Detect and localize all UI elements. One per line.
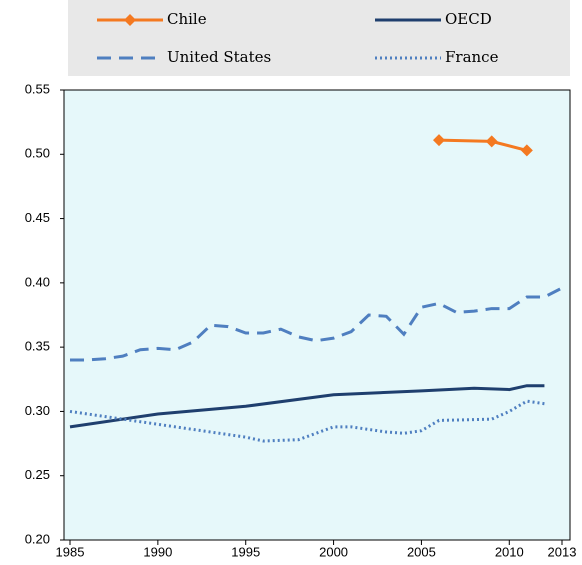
series-line [69, 384, 545, 429]
legend-label: OECD [445, 10, 492, 28]
y-tick-label: 0.35 [25, 339, 50, 354]
plot-area [63, 89, 571, 541]
x-tick-label: 1995 [231, 544, 260, 559]
x-tick-label: 2000 [319, 544, 348, 559]
point-marker [433, 134, 445, 147]
y-tick-label: 0.20 [25, 531, 50, 546]
y-tick-label: 0.25 [25, 467, 50, 482]
legend-label: France [445, 48, 499, 66]
x-tick-label: 2013 [548, 544, 577, 559]
x-tick-label: 1985 [56, 544, 85, 559]
point-marker [520, 144, 533, 157]
legend-label: United States [167, 48, 271, 66]
x-tick-label: 2010 [495, 544, 524, 559]
point-marker [485, 135, 498, 148]
y-tick-label: 0.45 [25, 210, 50, 225]
x-tick-label: 2005 [407, 544, 436, 559]
y-tick-label: 0.40 [25, 274, 50, 289]
legend-box [68, 0, 570, 76]
y-tick-label: 0.30 [25, 403, 50, 418]
series-line [69, 399, 545, 443]
y-tick-label: 0.55 [25, 81, 50, 96]
x-tick-label: 1990 [143, 544, 172, 559]
legend-marker [124, 14, 136, 26]
legend-label: Chile [167, 10, 207, 28]
y-tick-label: 0.50 [25, 146, 50, 161]
